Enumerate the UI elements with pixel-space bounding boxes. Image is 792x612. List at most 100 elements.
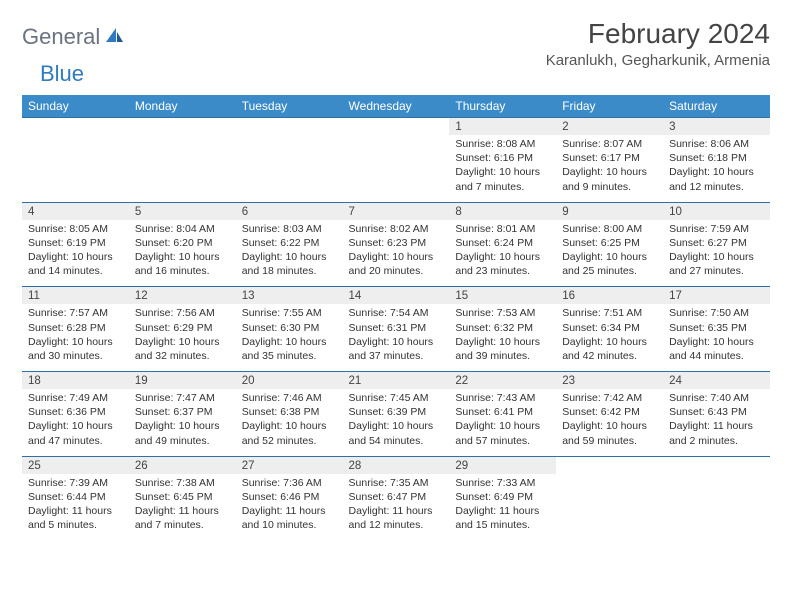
col-friday: Friday bbox=[556, 95, 663, 118]
week-daynum-row: 2526272829 bbox=[22, 456, 770, 474]
day-detail-cell: Sunrise: 7:36 AMSunset: 6:46 PMDaylight:… bbox=[236, 474, 343, 541]
day-number-cell: 10 bbox=[663, 202, 770, 220]
sunrise-line: Sunrise: 8:05 AM bbox=[28, 222, 123, 236]
sunrise-line: Sunrise: 7:42 AM bbox=[562, 391, 657, 405]
day-detail-cell: Sunrise: 8:00 AMSunset: 6:25 PMDaylight:… bbox=[556, 220, 663, 287]
daylight-line: Daylight: 11 hours and 2 minutes. bbox=[669, 419, 764, 447]
day-detail-cell: Sunrise: 7:46 AMSunset: 6:38 PMDaylight:… bbox=[236, 389, 343, 456]
month-title: February 2024 bbox=[546, 18, 770, 50]
sunrise-line: Sunrise: 8:02 AM bbox=[349, 222, 444, 236]
day-detail-cell: Sunrise: 7:53 AMSunset: 6:32 PMDaylight:… bbox=[449, 304, 556, 371]
daylight-line: Daylight: 11 hours and 10 minutes. bbox=[242, 504, 337, 532]
day-number-cell: 20 bbox=[236, 372, 343, 390]
day-detail-cell bbox=[236, 135, 343, 202]
day-number-cell: 28 bbox=[343, 456, 450, 474]
col-tuesday: Tuesday bbox=[236, 95, 343, 118]
week-detail-row: Sunrise: 7:39 AMSunset: 6:44 PMDaylight:… bbox=[22, 474, 770, 541]
sunrise-line: Sunrise: 7:50 AM bbox=[669, 306, 764, 320]
day-number-cell: 26 bbox=[129, 456, 236, 474]
day-number-cell: 5 bbox=[129, 202, 236, 220]
location-text: Karanlukh, Gegharkunik, Armenia bbox=[546, 52, 770, 69]
sunrise-line: Sunrise: 7:46 AM bbox=[242, 391, 337, 405]
week-detail-row: Sunrise: 8:08 AMSunset: 6:16 PMDaylight:… bbox=[22, 135, 770, 202]
day-number-cell: 1 bbox=[449, 118, 556, 136]
daylight-line: Daylight: 10 hours and 49 minutes. bbox=[135, 419, 230, 447]
day-detail-cell: Sunrise: 7:35 AMSunset: 6:47 PMDaylight:… bbox=[343, 474, 450, 541]
daylight-line: Daylight: 10 hours and 12 minutes. bbox=[669, 165, 764, 193]
sunset-line: Sunset: 6:22 PM bbox=[242, 236, 337, 250]
week-daynum-row: 11121314151617 bbox=[22, 287, 770, 305]
day-number-cell: 2 bbox=[556, 118, 663, 136]
sunset-line: Sunset: 6:29 PM bbox=[135, 321, 230, 335]
sunset-line: Sunset: 6:24 PM bbox=[455, 236, 550, 250]
day-detail-cell: Sunrise: 7:45 AMSunset: 6:39 PMDaylight:… bbox=[343, 389, 450, 456]
daylight-line: Daylight: 10 hours and 57 minutes. bbox=[455, 419, 550, 447]
daylight-line: Daylight: 10 hours and 14 minutes. bbox=[28, 250, 123, 278]
sunrise-line: Sunrise: 7:51 AM bbox=[562, 306, 657, 320]
day-detail-cell: Sunrise: 7:43 AMSunset: 6:41 PMDaylight:… bbox=[449, 389, 556, 456]
day-detail-cell: Sunrise: 7:59 AMSunset: 6:27 PMDaylight:… bbox=[663, 220, 770, 287]
daylight-line: Daylight: 11 hours and 7 minutes. bbox=[135, 504, 230, 532]
day-number-cell: 12 bbox=[129, 287, 236, 305]
day-detail-cell: Sunrise: 8:01 AMSunset: 6:24 PMDaylight:… bbox=[449, 220, 556, 287]
sunrise-line: Sunrise: 7:33 AM bbox=[455, 476, 550, 490]
calendar-body: 123Sunrise: 8:08 AMSunset: 6:16 PMDaylig… bbox=[22, 118, 770, 541]
daylight-line: Daylight: 10 hours and 25 minutes. bbox=[562, 250, 657, 278]
sunset-line: Sunset: 6:28 PM bbox=[28, 321, 123, 335]
col-sunday: Sunday bbox=[22, 95, 129, 118]
week-detail-row: Sunrise: 8:05 AMSunset: 6:19 PMDaylight:… bbox=[22, 220, 770, 287]
sunrise-line: Sunrise: 8:03 AM bbox=[242, 222, 337, 236]
day-detail-cell bbox=[663, 474, 770, 541]
brand-logo: General bbox=[22, 18, 126, 50]
day-detail-cell bbox=[343, 135, 450, 202]
day-detail-cell: Sunrise: 7:38 AMSunset: 6:45 PMDaylight:… bbox=[129, 474, 236, 541]
daylight-line: Daylight: 10 hours and 37 minutes. bbox=[349, 335, 444, 363]
day-detail-cell: Sunrise: 7:40 AMSunset: 6:43 PMDaylight:… bbox=[663, 389, 770, 456]
week-daynum-row: 123 bbox=[22, 118, 770, 136]
col-wednesday: Wednesday bbox=[343, 95, 450, 118]
sunset-line: Sunset: 6:19 PM bbox=[28, 236, 123, 250]
daylight-line: Daylight: 10 hours and 59 minutes. bbox=[562, 419, 657, 447]
brand-word-1: General bbox=[22, 24, 100, 50]
sunrise-line: Sunrise: 8:01 AM bbox=[455, 222, 550, 236]
sunset-line: Sunset: 6:36 PM bbox=[28, 405, 123, 419]
calendar-table: Sunday Monday Tuesday Wednesday Thursday… bbox=[22, 95, 770, 540]
sunrise-line: Sunrise: 7:54 AM bbox=[349, 306, 444, 320]
sunrise-line: Sunrise: 7:45 AM bbox=[349, 391, 444, 405]
daylight-line: Daylight: 10 hours and 54 minutes. bbox=[349, 419, 444, 447]
day-detail-cell: Sunrise: 7:42 AMSunset: 6:42 PMDaylight:… bbox=[556, 389, 663, 456]
sunrise-line: Sunrise: 7:56 AM bbox=[135, 306, 230, 320]
day-detail-cell: Sunrise: 7:57 AMSunset: 6:28 PMDaylight:… bbox=[22, 304, 129, 371]
day-number-cell: 29 bbox=[449, 456, 556, 474]
day-number-cell: 13 bbox=[236, 287, 343, 305]
day-detail-cell: Sunrise: 8:02 AMSunset: 6:23 PMDaylight:… bbox=[343, 220, 450, 287]
sunset-line: Sunset: 6:30 PM bbox=[242, 321, 337, 335]
sunset-line: Sunset: 6:49 PM bbox=[455, 490, 550, 504]
day-detail-cell: Sunrise: 7:56 AMSunset: 6:29 PMDaylight:… bbox=[129, 304, 236, 371]
sunset-line: Sunset: 6:31 PM bbox=[349, 321, 444, 335]
daylight-line: Daylight: 10 hours and 30 minutes. bbox=[28, 335, 123, 363]
sunset-line: Sunset: 6:32 PM bbox=[455, 321, 550, 335]
day-number-cell: 27 bbox=[236, 456, 343, 474]
day-number-cell: 8 bbox=[449, 202, 556, 220]
day-number-cell bbox=[129, 118, 236, 136]
day-number-cell: 6 bbox=[236, 202, 343, 220]
daylight-line: Daylight: 10 hours and 47 minutes. bbox=[28, 419, 123, 447]
sunset-line: Sunset: 6:27 PM bbox=[669, 236, 764, 250]
sunrise-line: Sunrise: 7:57 AM bbox=[28, 306, 123, 320]
day-number-cell bbox=[556, 456, 663, 474]
daylight-line: Daylight: 10 hours and 18 minutes. bbox=[242, 250, 337, 278]
day-detail-cell bbox=[129, 135, 236, 202]
day-number-cell bbox=[22, 118, 129, 136]
sunset-line: Sunset: 6:37 PM bbox=[135, 405, 230, 419]
daylight-line: Daylight: 10 hours and 27 minutes. bbox=[669, 250, 764, 278]
sunrise-line: Sunrise: 7:49 AM bbox=[28, 391, 123, 405]
col-monday: Monday bbox=[129, 95, 236, 118]
sunset-line: Sunset: 6:35 PM bbox=[669, 321, 764, 335]
title-block: February 2024 Karanlukh, Gegharkunik, Ar… bbox=[546, 18, 770, 69]
week-daynum-row: 18192021222324 bbox=[22, 372, 770, 390]
day-number-cell: 4 bbox=[22, 202, 129, 220]
sunset-line: Sunset: 6:18 PM bbox=[669, 151, 764, 165]
day-number-cell: 21 bbox=[343, 372, 450, 390]
sunrise-line: Sunrise: 8:06 AM bbox=[669, 137, 764, 151]
